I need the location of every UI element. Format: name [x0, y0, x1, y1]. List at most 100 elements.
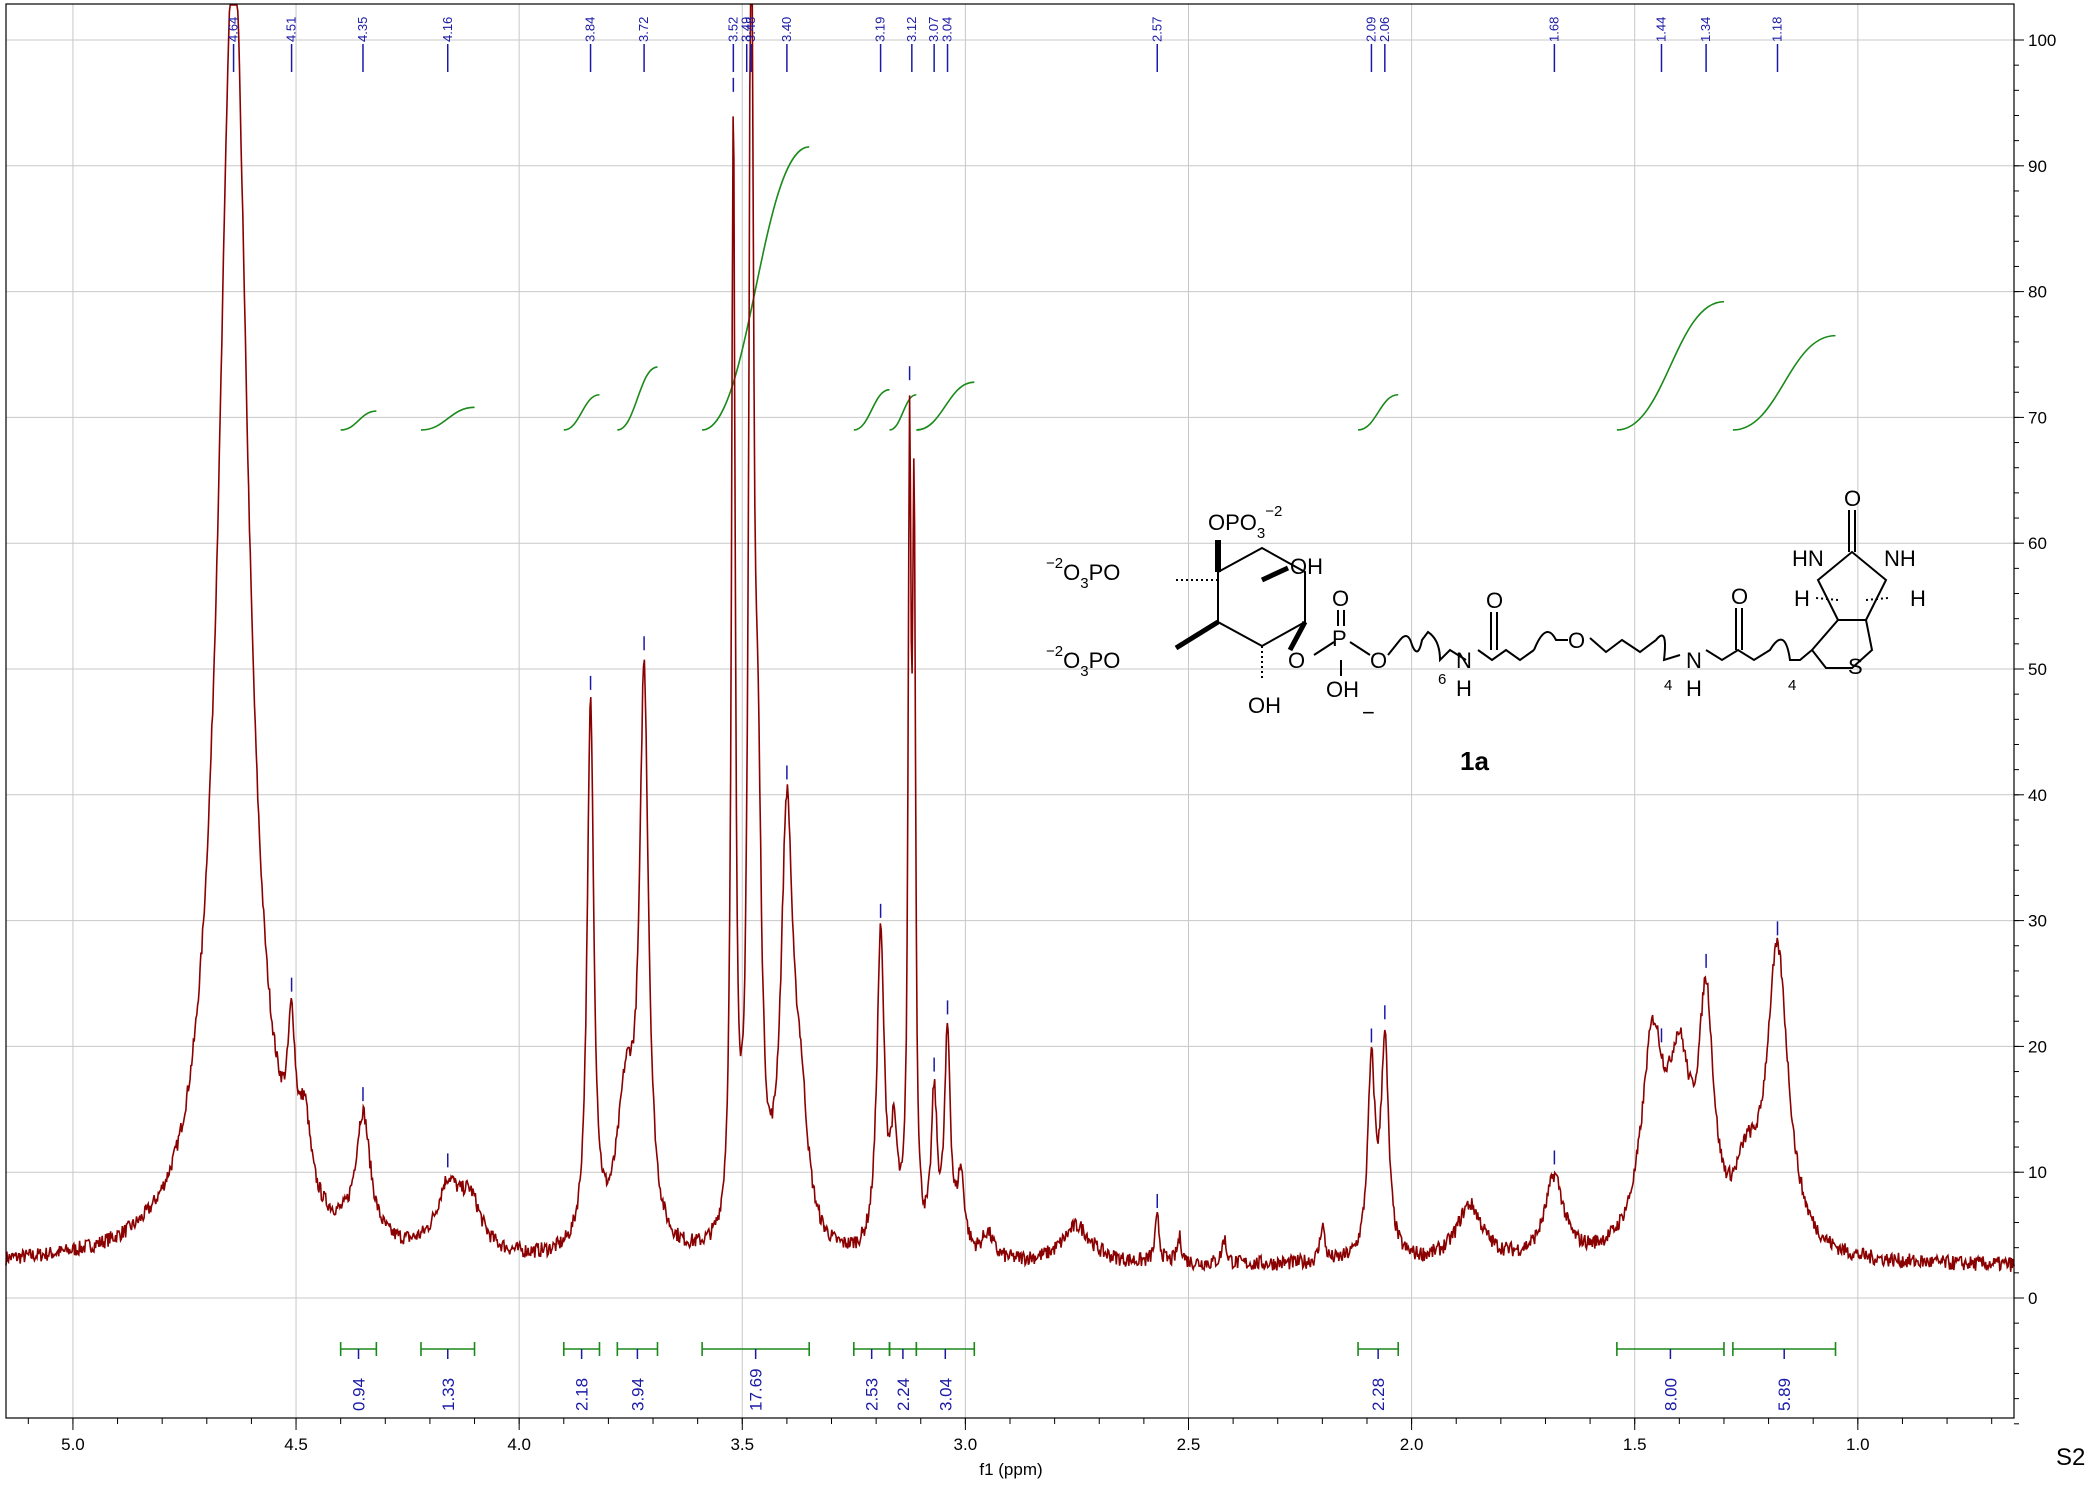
- peak-label: 4.64: [226, 17, 241, 42]
- molecule-structure-1a: [1174, 510, 1889, 678]
- y-tick-label: 100: [2028, 31, 2056, 50]
- peak-label: 1.44: [1653, 17, 1668, 42]
- x-tick-label: 3.5: [730, 1435, 754, 1454]
- y-tick-label: 60: [2028, 534, 2047, 553]
- x-tick-label: 4.5: [284, 1435, 308, 1454]
- label-nh: NH: [1884, 546, 1916, 571]
- integral-bars: 0.94 1.33 2.18 3.94 17.69 2.53 2.24 3.04 2.28 8.0…: [339, 1342, 1837, 1411]
- molecule-labels: OPO3−2 −2O3PO −2O3PO OH OH O P O O OH − …: [1046, 486, 1926, 776]
- y-tick-label: 20: [2028, 1037, 2047, 1056]
- bond-o-link: [1287, 620, 1308, 652]
- y-tick-label: 80: [2028, 283, 2047, 302]
- integral-curve: [702, 146, 810, 431]
- integral-curve: [340, 410, 377, 431]
- integral-curve: [889, 393, 917, 431]
- peak-markers: [290, 77, 1779, 1209]
- y-tick-label: 40: [2028, 786, 2047, 805]
- peak-label: 3.48: [743, 17, 758, 42]
- bond-h-left: [1815, 597, 1839, 601]
- label-h-right: H: [1910, 586, 1926, 611]
- peak-label: 3.12: [904, 17, 919, 42]
- label-o-link: O: [1288, 648, 1305, 673]
- label-urea-o: O: [1844, 486, 1861, 511]
- label-o3po-left-2: −2O3PO: [1046, 643, 1120, 680]
- page-label: S2: [2056, 1444, 2085, 1471]
- label-hn: HN: [1792, 546, 1824, 571]
- label-h-left: H: [1794, 586, 1810, 611]
- bond-right-oh: [1260, 565, 1290, 583]
- label-nh1-n: N: [1456, 648, 1472, 673]
- y-tick-label: 70: [2028, 408, 2047, 427]
- label-oh-bottom: OH: [1248, 693, 1281, 718]
- integral-value: 2.28: [1369, 1378, 1388, 1411]
- label-oh-right: OH: [1290, 554, 1323, 579]
- label-o3po-left-1: −2O3PO: [1046, 555, 1120, 592]
- label-minus: −: [1362, 700, 1375, 725]
- integral-curve: [1357, 393, 1399, 431]
- compound-label: 1a: [1460, 746, 1489, 776]
- biotin-imidazolidinone: [1816, 550, 1888, 621]
- bond-left-wedge: [1174, 619, 1220, 651]
- x-tick-label: 1.5: [1623, 1435, 1647, 1454]
- x-tick-label: 1.0: [1846, 1435, 1870, 1454]
- x-tick-label: 2.5: [1177, 1435, 1201, 1454]
- peak-label: 3.19: [873, 17, 888, 42]
- integral-value: 1.33: [439, 1378, 458, 1411]
- label-co1: O: [1486, 588, 1503, 613]
- chain-hexyl: [1387, 630, 1467, 663]
- label-nh2-n: N: [1686, 648, 1702, 673]
- integral-curve: [420, 406, 475, 431]
- peak-label: 1.68: [1546, 17, 1561, 42]
- peak-label: 3.04: [940, 17, 955, 42]
- bond-h-right: [1865, 597, 1889, 601]
- integral-value: 8.00: [1661, 1378, 1680, 1411]
- axes: 5.0 4.5 4.0 3.5 3.0 2.5 2.0 1.5 1.00102030405060…: [5, 3, 2056, 1454]
- y-tick-label: 50: [2028, 660, 2047, 679]
- peak-label: 1.34: [1698, 17, 1713, 42]
- integral-value: 17.69: [747, 1368, 766, 1411]
- label-n4a: 4: [1664, 677, 1672, 694]
- x-tick-label: 2.0: [1400, 1435, 1424, 1454]
- chain-amide-2: [1705, 638, 1813, 662]
- y-tick-label: 30: [2028, 912, 2047, 931]
- label-n6: 6: [1438, 671, 1446, 688]
- peak-label: 3.72: [636, 17, 651, 42]
- peak-label: 1.18: [1770, 17, 1785, 42]
- integral-curve: [916, 381, 975, 431]
- peak-labels: 4.64 4.51 4.35 4.16 3.84 3.72 3.523.493.48 3.40…: [226, 17, 1785, 72]
- integral-value: 3.04: [936, 1378, 955, 1411]
- integral-value: 3.94: [628, 1378, 647, 1411]
- integral-curve: [617, 366, 658, 431]
- label-p-oh: OH: [1326, 677, 1359, 702]
- label-ether-o: O: [1568, 628, 1585, 653]
- label-p: P: [1332, 626, 1347, 651]
- integral-value: 5.89: [1775, 1378, 1794, 1411]
- integral-curves: [340, 146, 1836, 431]
- label-p-double-o: O: [1332, 586, 1349, 611]
- label-o-after-p: O: [1370, 648, 1387, 673]
- x-tick-label: 4.0: [507, 1435, 531, 1454]
- integral-value: 2.24: [894, 1378, 913, 1411]
- y-tick-label: 0: [2028, 1289, 2037, 1308]
- label-n4b: 4: [1788, 677, 1796, 694]
- peak-label: 3.07: [926, 17, 941, 42]
- integral-value: 0.94: [350, 1378, 369, 1411]
- y-tick-label: 10: [2028, 1163, 2047, 1182]
- peak-label: 4.51: [284, 17, 299, 42]
- peak-label: 3.52: [725, 17, 740, 42]
- integral-curve: [563, 393, 600, 431]
- label-opo3-top: OPO3−2: [1208, 503, 1282, 542]
- peak-label: 4.35: [355, 17, 370, 42]
- peak-label: 3.40: [779, 17, 794, 42]
- integral-value: 2.18: [573, 1378, 592, 1411]
- peak-label: 2.06: [1377, 17, 1392, 42]
- peak-label: 4.16: [440, 17, 455, 42]
- bond-o-p: [1313, 641, 1335, 656]
- chain-peg: [1533, 631, 1681, 662]
- peak-label: 2.09: [1363, 17, 1378, 42]
- chain-amide-1: [1477, 648, 1535, 662]
- x-axis-label: f1 (ppm): [979, 1460, 1042, 1479]
- integral-value: 2.53: [863, 1378, 882, 1411]
